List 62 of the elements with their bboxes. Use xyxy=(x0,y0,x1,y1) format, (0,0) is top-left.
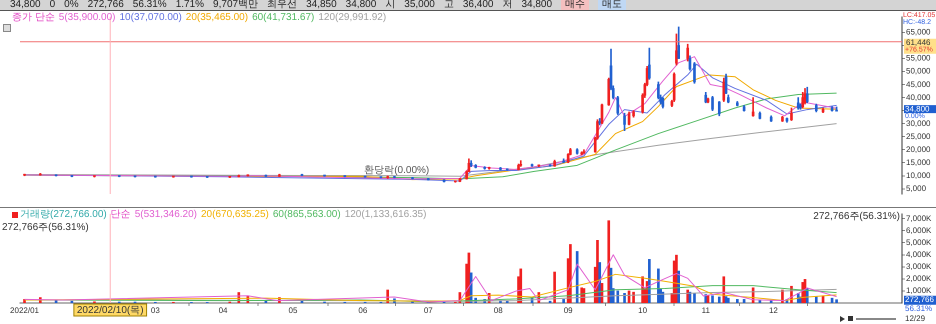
x-tick-label: 05 xyxy=(288,306,298,316)
legend-label: 거래량(272,766.00) xyxy=(19,209,107,221)
y-tick-label: 45,000 xyxy=(906,80,932,89)
text: 272,766 xyxy=(88,0,124,10)
y-tick-label: 15,000 xyxy=(906,158,932,167)
x-tick-label: 03 xyxy=(150,306,160,316)
x-tick-label: 12 xyxy=(768,306,778,316)
x-tick-label: 08 xyxy=(494,306,504,316)
y-tick-label: 6,000K xyxy=(906,226,932,235)
ref-line-label: 61,446 xyxy=(906,38,932,47)
x-tick-label: 07 xyxy=(424,306,434,316)
y-tick-label: 25,000 xyxy=(906,132,932,141)
text: 272,766 xyxy=(905,294,934,304)
text: 56.31% xyxy=(905,304,932,313)
x-tick-label: 2022/01 xyxy=(10,306,40,316)
text: 60(41,731.67) xyxy=(252,12,314,24)
text: 12/29 xyxy=(905,314,926,324)
x-tick-label: 06 xyxy=(358,306,368,316)
y-tick-label: 1,000K xyxy=(906,286,932,296)
y-tick-label: 50,000 xyxy=(906,66,932,76)
text: 60(865,563.00) xyxy=(272,209,341,221)
x-tick-label: 10 xyxy=(638,306,648,316)
y-tick-label: 65,000 xyxy=(906,28,932,37)
text: 35,000 xyxy=(404,0,435,10)
text: 36,400 xyxy=(462,0,494,10)
y-tick-label: 3,000K xyxy=(906,262,932,272)
text: 5(35,900.00) xyxy=(58,12,116,24)
ref-line-label: 2022/02/10(목) xyxy=(76,304,144,316)
y-tick-label: 40,000 xyxy=(906,92,932,102)
text: 34,800 xyxy=(346,0,376,10)
y-tick-label: 10,000 xyxy=(906,170,932,180)
x-tick-label: 04 xyxy=(218,306,228,316)
legend-title: 단순 xyxy=(110,209,131,221)
text: 20(670,635.25) xyxy=(201,209,269,221)
text: 120(1,133,616.35) xyxy=(344,209,426,221)
y-tick-label: 5,000 xyxy=(906,184,927,193)
text: 34,850 xyxy=(306,0,337,10)
annotation: 272,766주(56.31%) xyxy=(813,210,900,223)
annotation: 272,766주(56.31%) xyxy=(2,221,89,234)
text: 34,800 xyxy=(905,104,930,114)
text: 34,800 xyxy=(521,0,552,10)
text: 고 xyxy=(444,0,454,10)
y-tick-label: 2,000K xyxy=(906,274,932,284)
y-tick-label: 7,000K xyxy=(906,214,932,223)
y-tick-label: 55,000 xyxy=(906,54,932,63)
y-tick-label: 5,000K xyxy=(906,238,932,247)
legend-title: 종가 단순 xyxy=(12,12,55,24)
text: 34,800 xyxy=(10,0,41,10)
x-tick-label: 09 xyxy=(564,306,574,316)
y-tick-label: 4,000K xyxy=(906,250,932,259)
text: 1.71% xyxy=(176,0,204,10)
y-tick-label: 20,000 xyxy=(906,144,932,154)
text: 120(29,991.92) xyxy=(318,12,386,24)
text: 10(37,070.00) xyxy=(120,12,182,24)
y-tick-label: 30,000 xyxy=(906,118,932,128)
text: 5(531,346.20) xyxy=(134,209,197,221)
annotation: 환당락(0.00%) xyxy=(364,165,430,176)
text: 0% xyxy=(64,0,79,10)
text: 20(35,465.00) xyxy=(186,12,248,24)
text: 56.31% xyxy=(132,0,167,10)
x-tick-label: 11 xyxy=(702,306,710,316)
text: 0 xyxy=(50,0,56,10)
